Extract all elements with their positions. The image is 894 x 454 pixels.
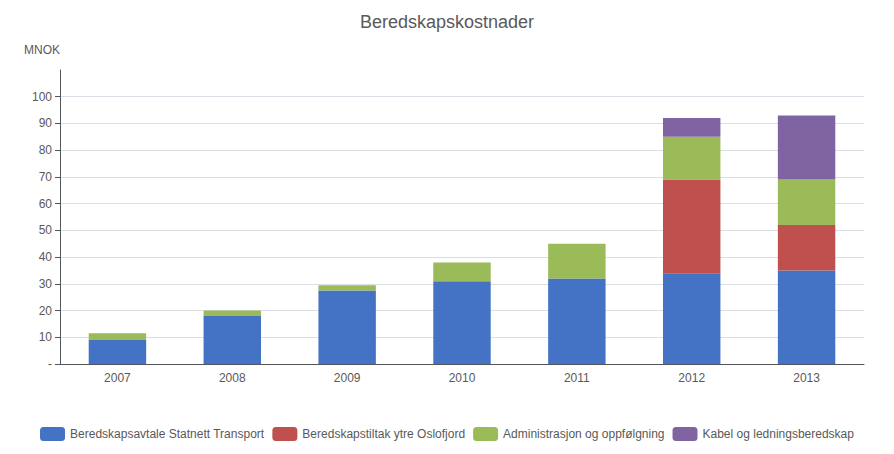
svg-text:Beredskapskostnader: Beredskapskostnader <box>360 12 534 32</box>
svg-text:-: - <box>48 357 52 371</box>
svg-text:2012: 2012 <box>678 371 705 385</box>
svg-text:30: 30 <box>39 277 53 291</box>
svg-text:70: 70 <box>39 170 53 184</box>
svg-text:80: 80 <box>39 143 53 157</box>
svg-text:2009: 2009 <box>334 371 361 385</box>
svg-text:90: 90 <box>39 116 53 130</box>
svg-text:Beredskapstiltak ytre Oslofjor: Beredskapstiltak ytre Oslofjord <box>302 427 465 441</box>
svg-text:Administrasjon og oppfølgning: Administrasjon og oppfølgning <box>503 427 664 441</box>
svg-text:2013: 2013 <box>793 371 820 385</box>
svg-text:100: 100 <box>32 90 52 104</box>
svg-text:10: 10 <box>39 330 53 344</box>
svg-text:2010: 2010 <box>449 371 476 385</box>
svg-text:50: 50 <box>39 223 53 237</box>
svg-text:2008: 2008 <box>219 371 246 385</box>
svg-text:2011: 2011 <box>564 371 590 385</box>
svg-text:20: 20 <box>39 304 53 318</box>
svg-text:Kabel og ledningsberedskap: Kabel og ledningsberedskap <box>703 427 855 441</box>
svg-text:Beredskapsavtale Statnett Tran: Beredskapsavtale Statnett Transport <box>70 427 265 441</box>
svg-text:2007: 2007 <box>104 371 131 385</box>
svg-text:40: 40 <box>39 250 53 264</box>
svg-text:MNOK: MNOK <box>24 43 60 57</box>
svg-text:60: 60 <box>39 197 53 211</box>
